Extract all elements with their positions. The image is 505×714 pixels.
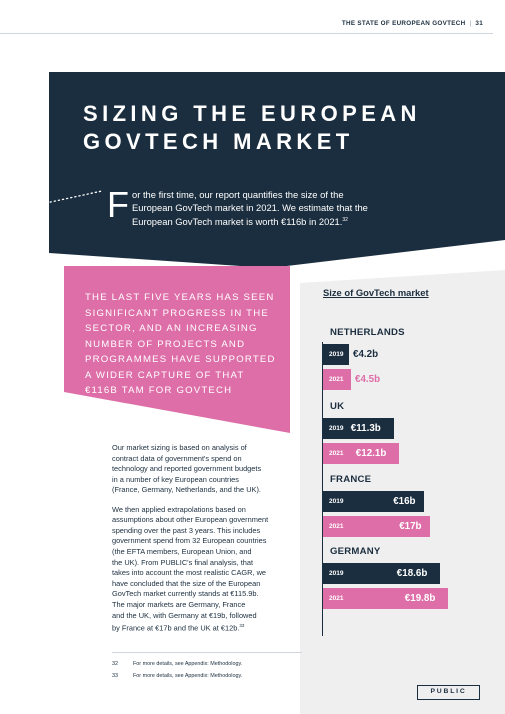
body-text: Our market sizing is based on analysis o… [112,443,297,643]
footnote-33: 33 For more details, see Appendix: Method… [112,673,243,679]
pull-quote-line: SIGNIFICANT PROGRESS IN THE [85,307,269,319]
value-label-netherlands-2019: €4.2b [353,349,379,360]
bar-netherlands-2021: 2021 [323,369,351,390]
value-label-uk-2019: €11.3b [350,423,381,434]
intro-line-1: or the first time, our report quantifies… [132,189,344,200]
bar-year-label: 2021 [329,450,344,457]
bar-year-label: 2019 [329,351,344,358]
intro-line-2: European GovTech market in 2021. We esti… [132,202,368,213]
public-logo: PUBLIC [417,685,480,700]
country-label-france: FRANCE [330,474,372,485]
page-title: SIZING THE EUROPEAN GOVTECH MARKET [83,100,463,156]
pull-quote-line: €116B TAM FOR GOVTECH [85,385,233,396]
pull-quote-line: A WIDER CAPTURE OF THAT [85,369,245,381]
value-label-netherlands-2021: €4.5b [355,374,381,385]
bar-year-label: 2019 [329,570,344,577]
bar-france-2019: 2019 [323,491,424,512]
bar-germany-2019: 2019 [323,563,440,584]
drop-cap: F [107,184,129,225]
title-line-2: GOVTECH MARKET [83,129,354,154]
footnote-32: 32 For more details, see Appendix: Method… [112,661,243,667]
pull-quote-line: SECTOR, AND AN INCREASING [85,323,258,334]
page-number: 31 [475,20,483,27]
intro-paragraph: F or the first time, our report quantifi… [107,184,382,228]
country-label-uk: UK [330,401,345,412]
body-footnote-ref: 33 [239,623,245,629]
pink-quote-block [64,266,290,433]
value-label-france-2019: €16b [393,496,416,507]
bar-uk-2019: 2019 [323,418,394,439]
value-label-uk-2021: €12.1b [355,448,387,459]
header-rule [0,33,493,34]
bar-year-label: 2021 [329,595,344,602]
pull-quote-line: NUMBER OF PROJECTS AND [85,338,246,350]
navy-title-block [49,72,505,268]
pull-quote-line: THE LAST FIVE YEARS HAS SEEN [85,292,275,303]
bar-germany-2021: 2021 [323,588,448,609]
body-paragraph-2: We then applied extrapolations based on … [112,504,269,633]
bar-year-label: 2019 [329,425,344,432]
footnote-rule [112,652,302,653]
intro-footnote-ref: 32 [342,217,348,223]
section-title: THE STATE OF EUROPEAN GOVTECH [341,20,466,27]
body-paragraph-1: Our market sizing is based on analysis o… [112,443,262,495]
running-header: THE STATE OF EUROPEAN GOVTECH | 31 [341,20,483,27]
dotted-connector [45,190,103,204]
value-label-germany-2021: €19.8b [404,593,436,604]
bar-uk-2021: 2021 [323,443,399,464]
chart-axis [322,342,323,636]
title-line-1: SIZING THE EUROPEAN [83,101,421,126]
country-label-netherlands: NETHERLANDS [330,327,405,338]
bar-year-label: 2021 [329,523,344,530]
bar-year-label: 2021 [329,376,344,383]
pull-quote-line: PROGRAMMES HAVE SUPPORTED [85,354,276,365]
bar-france-2021: 2021 [323,516,430,537]
bar-netherlands-2019: 2019 [323,344,349,365]
country-label-germany: GERMANY [330,546,381,557]
intro-line-3: European GovTech market is worth €116b i… [132,216,348,228]
value-label-france-2021: €17b [399,521,422,532]
bar-year-label: 2019 [329,498,344,505]
chart-title: Size of GovTech market [323,287,429,298]
value-label-germany-2019: €18.6b [396,568,428,579]
pull-quote: THE LAST FIVE YEARS HAS SEEN SIGNIFICANT… [85,290,280,399]
